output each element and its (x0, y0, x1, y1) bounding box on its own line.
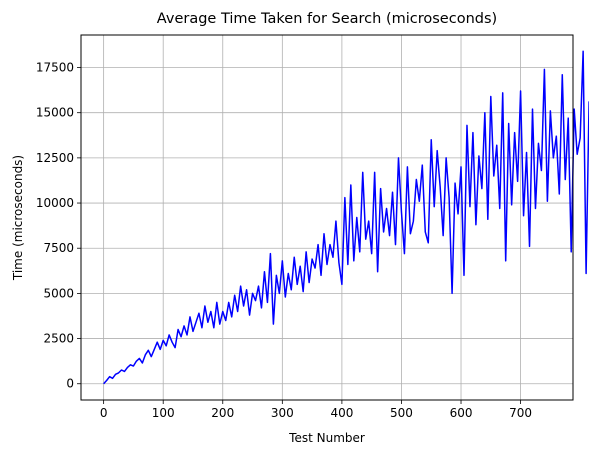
y-tick-label: 15000 (36, 106, 74, 120)
y-tick-label: 17500 (36, 61, 74, 75)
axes-frame (80, 34, 574, 401)
x-tick-label: 500 (390, 406, 413, 420)
x-tick-label: 300 (271, 406, 294, 420)
y-tick-label: 10000 (36, 196, 74, 210)
y-tick-label: 0 (66, 377, 74, 391)
x-tick-label: 200 (211, 406, 234, 420)
x-tick-label: 100 (152, 406, 175, 420)
axis-ticks: 0 100 200 300 400 500 600 700 0 2500 5000 7500 10000… (36, 61, 532, 420)
chart-title: Average Time Taken for Search (microseco… (157, 11, 497, 27)
y-axis-label: Time (microseconds) (11, 155, 25, 281)
y-tick-label: 7500 (43, 241, 74, 255)
x-tick-label: 0 (100, 406, 108, 420)
x-tick-label: 700 (509, 406, 532, 420)
y-tick-label: 2500 (43, 332, 74, 346)
x-axis-label: Test Number (288, 431, 365, 445)
x-tick-label: 400 (330, 406, 353, 420)
y-tick-label: 5000 (43, 286, 74, 300)
series-line-time (103, 50, 589, 385)
y-tick-label: 12500 (36, 151, 74, 165)
x-tick-label: 600 (450, 406, 473, 420)
grid-lines (81, 35, 573, 400)
